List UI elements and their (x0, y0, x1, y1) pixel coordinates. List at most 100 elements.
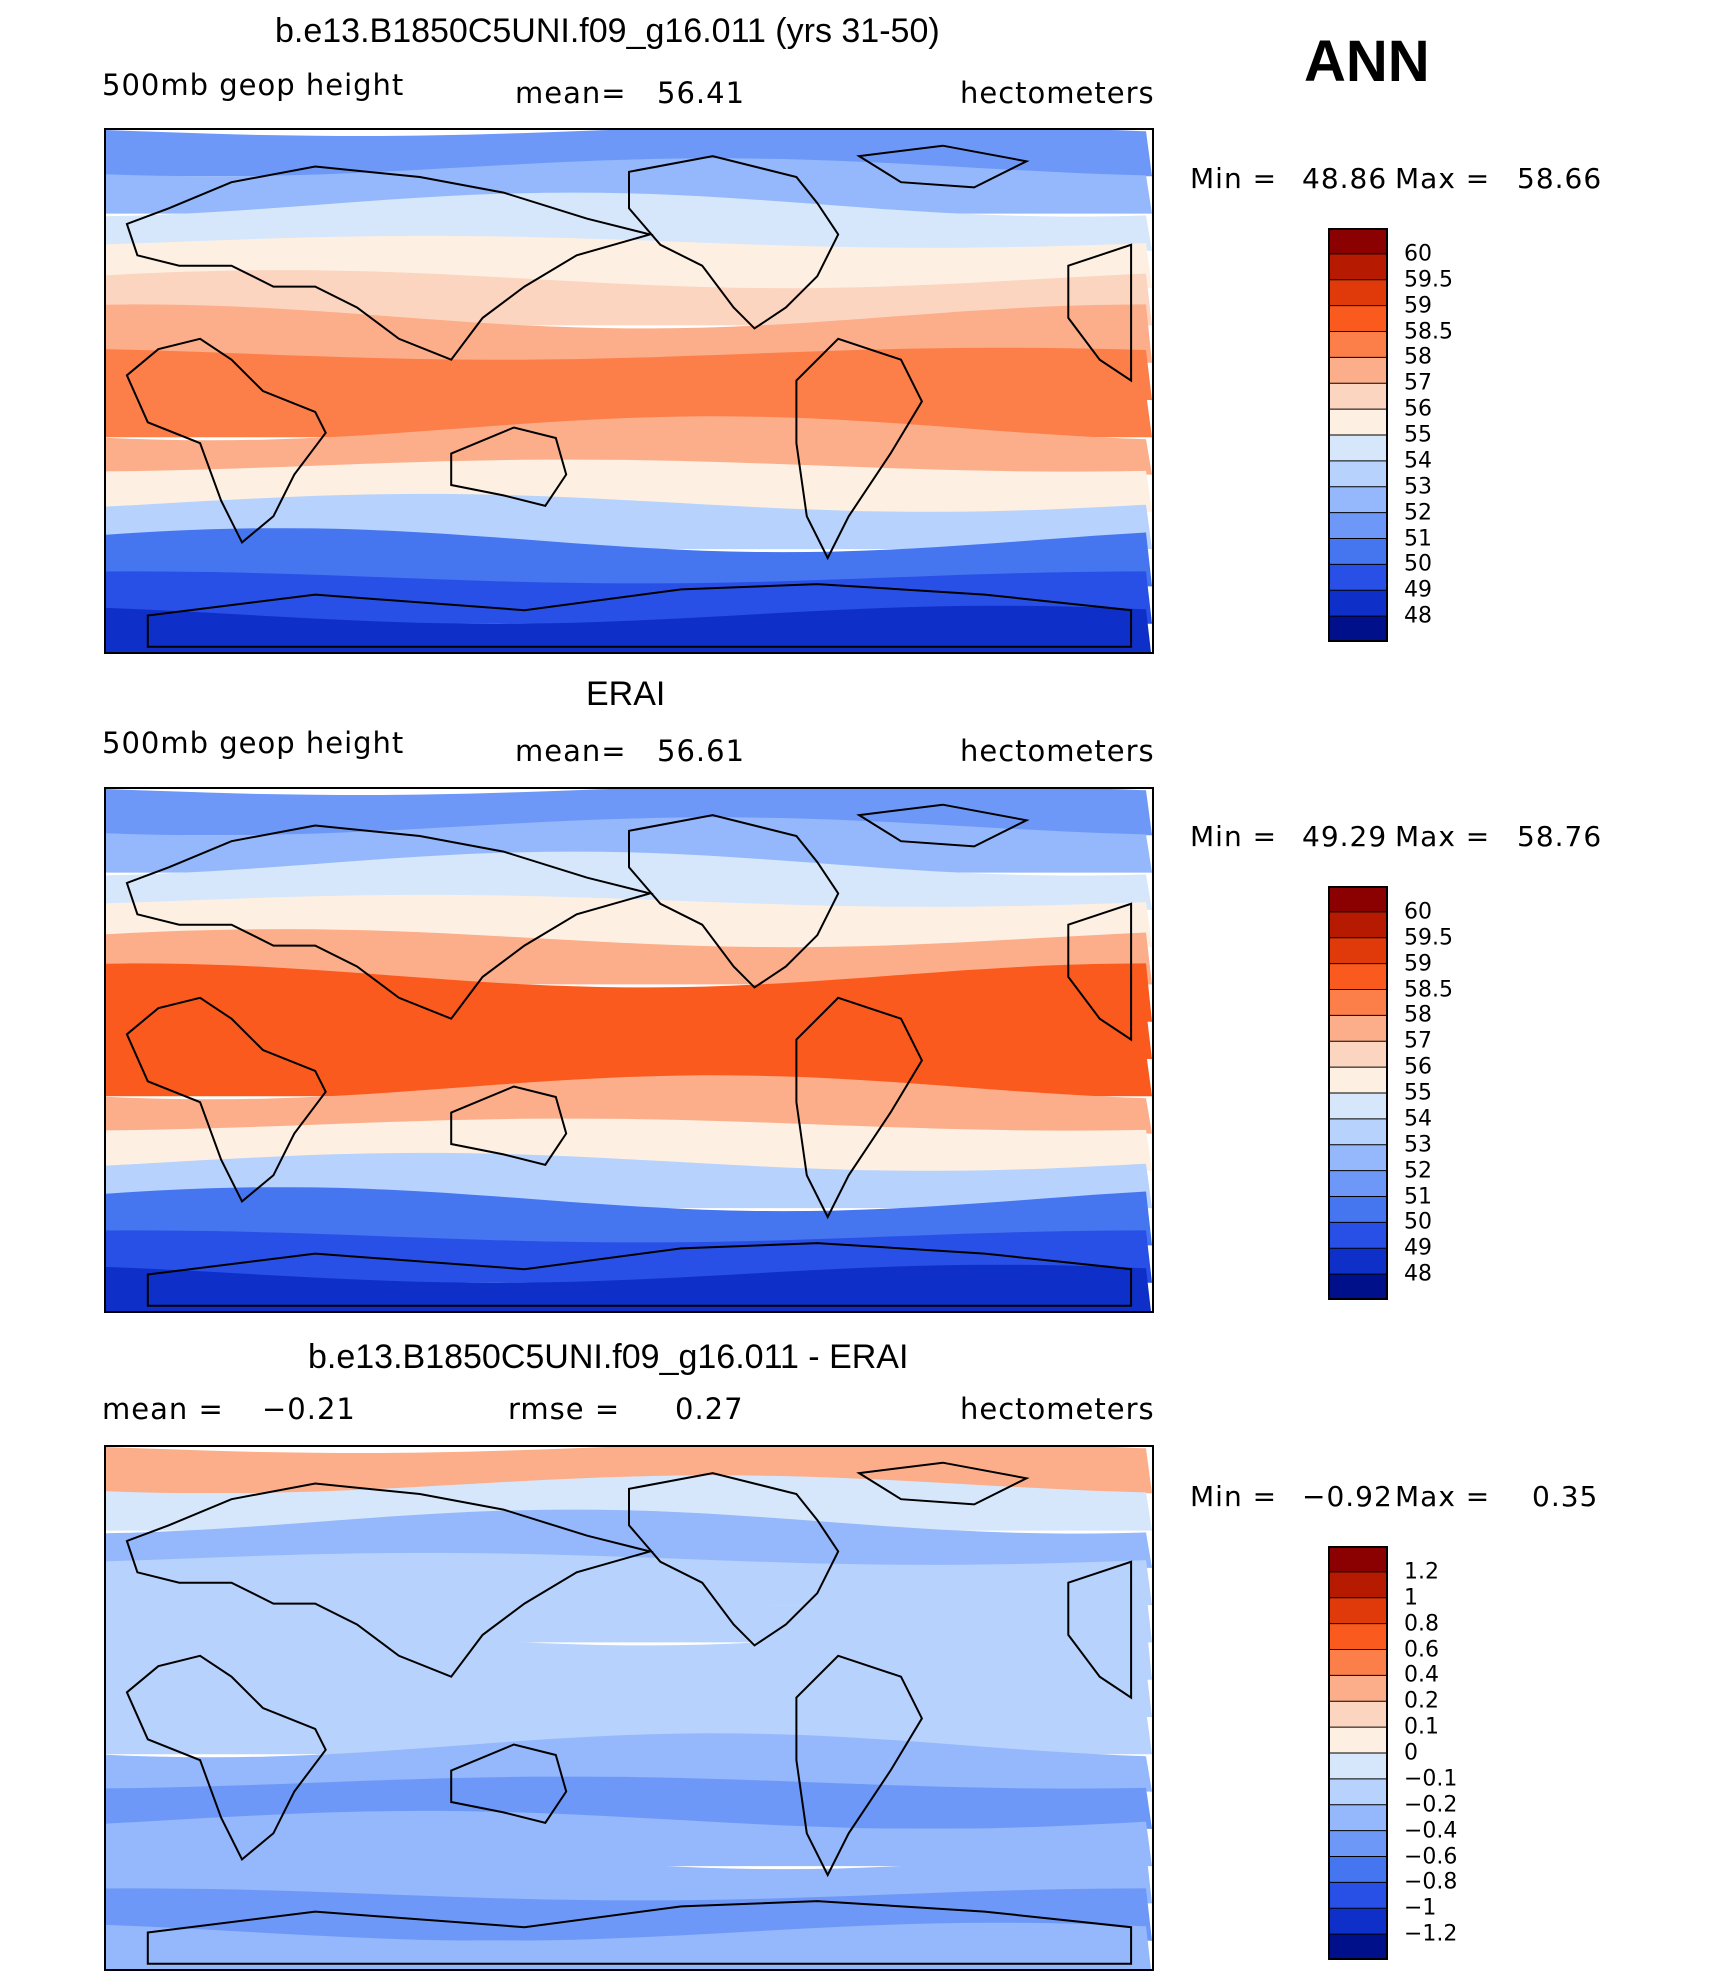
panel1-max-value: 58.66 (1517, 162, 1603, 195)
coastline-outline (146, 1242, 1133, 1307)
coastline-outline (125, 1654, 327, 1861)
panel3-min-label: Min = (1190, 1480, 1278, 1513)
colorbar-swatch (1328, 1170, 1388, 1198)
colorbar-swatch (1328, 1118, 1388, 1146)
colorbar-tick-label: −0.2 (1404, 1792, 1458, 1818)
panel3-units: hectometers (960, 1392, 1155, 1426)
coastline-outline (795, 996, 924, 1220)
panel2-colorbar-svg (1328, 886, 1388, 1300)
colorbar-tick-label: 1.2 (1404, 1559, 1439, 1585)
colorbar-tick-label: 56 (1404, 396, 1432, 422)
coastline-outline (856, 1461, 1030, 1506)
panel2-mean-label: mean= (515, 734, 627, 768)
contour-band (106, 1264, 1151, 1311)
coastline-outline (125, 337, 327, 544)
coastline-outline (450, 426, 568, 507)
colorbar-tick-label: −0.8 (1404, 1869, 1458, 1895)
colorbar-tick-label: 1 (1404, 1585, 1418, 1611)
colorbar-swatch (1328, 1778, 1388, 1806)
colorbar-swatch (1328, 1247, 1388, 1276)
colorbar-tick-label: 0.2 (1404, 1688, 1439, 1714)
panel2-mean-value: 56.61 (657, 734, 746, 768)
colorbar-tick-label: 59.5 (1404, 267, 1453, 293)
colorbar-tick-label: 52 (1404, 1158, 1432, 1184)
colorbar-swatch (1328, 305, 1388, 333)
coastline-outline (628, 814, 840, 989)
colorbar-swatch (1328, 589, 1388, 618)
colorbar-swatch (1328, 1649, 1388, 1677)
coastline-outline (125, 824, 654, 1020)
coastline-outline (795, 1654, 924, 1878)
panel2-units: hectometers (960, 734, 1155, 768)
colorbar-swatch (1328, 1221, 1388, 1250)
panel3-rmse-label: rmse = (508, 1392, 621, 1426)
panel1-min-value: 48.86 (1302, 162, 1388, 195)
contour-band (106, 1733, 1152, 1792)
coastline-outline (1067, 1560, 1133, 1700)
contour-band (106, 1187, 1152, 1246)
panel1-colorbar (1328, 228, 1388, 642)
colorbar-swatch (1328, 1144, 1388, 1172)
colorbar-swatch (1328, 1092, 1388, 1120)
panel3-contour-bands (106, 1447, 1152, 1969)
colorbar-swatch (1328, 989, 1388, 1017)
colorbar-tick-label: 0 (1404, 1740, 1418, 1766)
colorbar-tick-label: 48 (1404, 1261, 1432, 1287)
colorbar-swatch (1328, 1623, 1388, 1651)
colorbar-tick-label: 0.1 (1404, 1714, 1439, 1740)
colorbar-swatch (1328, 460, 1388, 488)
panel2-min-value: 49.29 (1302, 820, 1388, 853)
colorbar-tick-label: −0.4 (1404, 1818, 1458, 1844)
colorbar-swatch (1328, 1856, 1388, 1884)
colorbar-swatch (1328, 911, 1388, 939)
coastline-outline (146, 1900, 1133, 1965)
colorbar-swatch (1328, 434, 1388, 462)
panel3-max-label: Max = (1395, 1480, 1491, 1513)
colorbar-swatch (1328, 356, 1388, 385)
colorbar-swatch (1328, 1700, 1388, 1729)
coastline-outline (450, 1085, 568, 1166)
colorbar-tick-label: 57 (1404, 1028, 1432, 1054)
panel3-map (104, 1445, 1154, 1971)
colorbar-frame (1328, 1546, 1388, 1960)
colorbar-tick-label: 48 (1404, 603, 1432, 629)
colorbar-tick-label: 49 (1404, 1235, 1432, 1261)
panel3-mean-value: −0.21 (262, 1392, 356, 1426)
colorbar-swatch (1328, 1273, 1388, 1300)
colorbar-tick-label: 51 (1404, 1184, 1432, 1209)
colorbar-tick-label: −0.6 (1404, 1844, 1458, 1869)
panel1-mean-value: 56.41 (657, 76, 746, 110)
panel1-min-label: Min = (1190, 162, 1278, 195)
colorbar-frame (1328, 228, 1388, 642)
panel3-rmse-value: 0.27 (675, 1392, 744, 1426)
panel2-max-value: 58.76 (1517, 820, 1603, 853)
panel3-colorbar-svg (1328, 1546, 1388, 1960)
colorbar-tick-label: 59 (1404, 951, 1432, 977)
colorbar-swatch (1328, 279, 1388, 307)
colorbar-tick-label: 54 (1404, 448, 1432, 474)
colorbar-tick-label: 60 (1404, 241, 1432, 267)
colorbar-tick-label: −1.2 (1404, 1921, 1458, 1947)
panel3-map-svg (106, 1447, 1152, 1969)
contour-band (106, 1922, 1151, 1969)
colorbar-swatch (1328, 1014, 1388, 1043)
panel1-map-svg (106, 130, 1152, 652)
colorbar-tick-label: 53 (1404, 474, 1432, 500)
colorbar-swatch (1328, 963, 1388, 991)
coastline-outline (856, 144, 1030, 189)
panel2-variable: 500mb geop height (102, 726, 405, 760)
colorbar-swatch (1328, 1933, 1388, 1960)
colorbar-swatch (1328, 1804, 1388, 1832)
contour-band (106, 1587, 1152, 1643)
colorbar-swatch (1328, 1752, 1388, 1780)
colorbar-swatch (1328, 1674, 1388, 1703)
colorbar-tick-label: 50 (1404, 551, 1432, 577)
colorbar-tick-label: 56 (1404, 1054, 1432, 1080)
colorbar-tick-label: 59.5 (1404, 925, 1453, 951)
colorbar-tick-label: 55 (1404, 1080, 1432, 1106)
panel1-colorbar-svg (1328, 228, 1388, 642)
colorbar-swatch (1328, 886, 1388, 913)
contour-band (106, 304, 1152, 363)
colorbar-swatch (1328, 382, 1388, 411)
colorbar-swatch (1328, 538, 1388, 566)
